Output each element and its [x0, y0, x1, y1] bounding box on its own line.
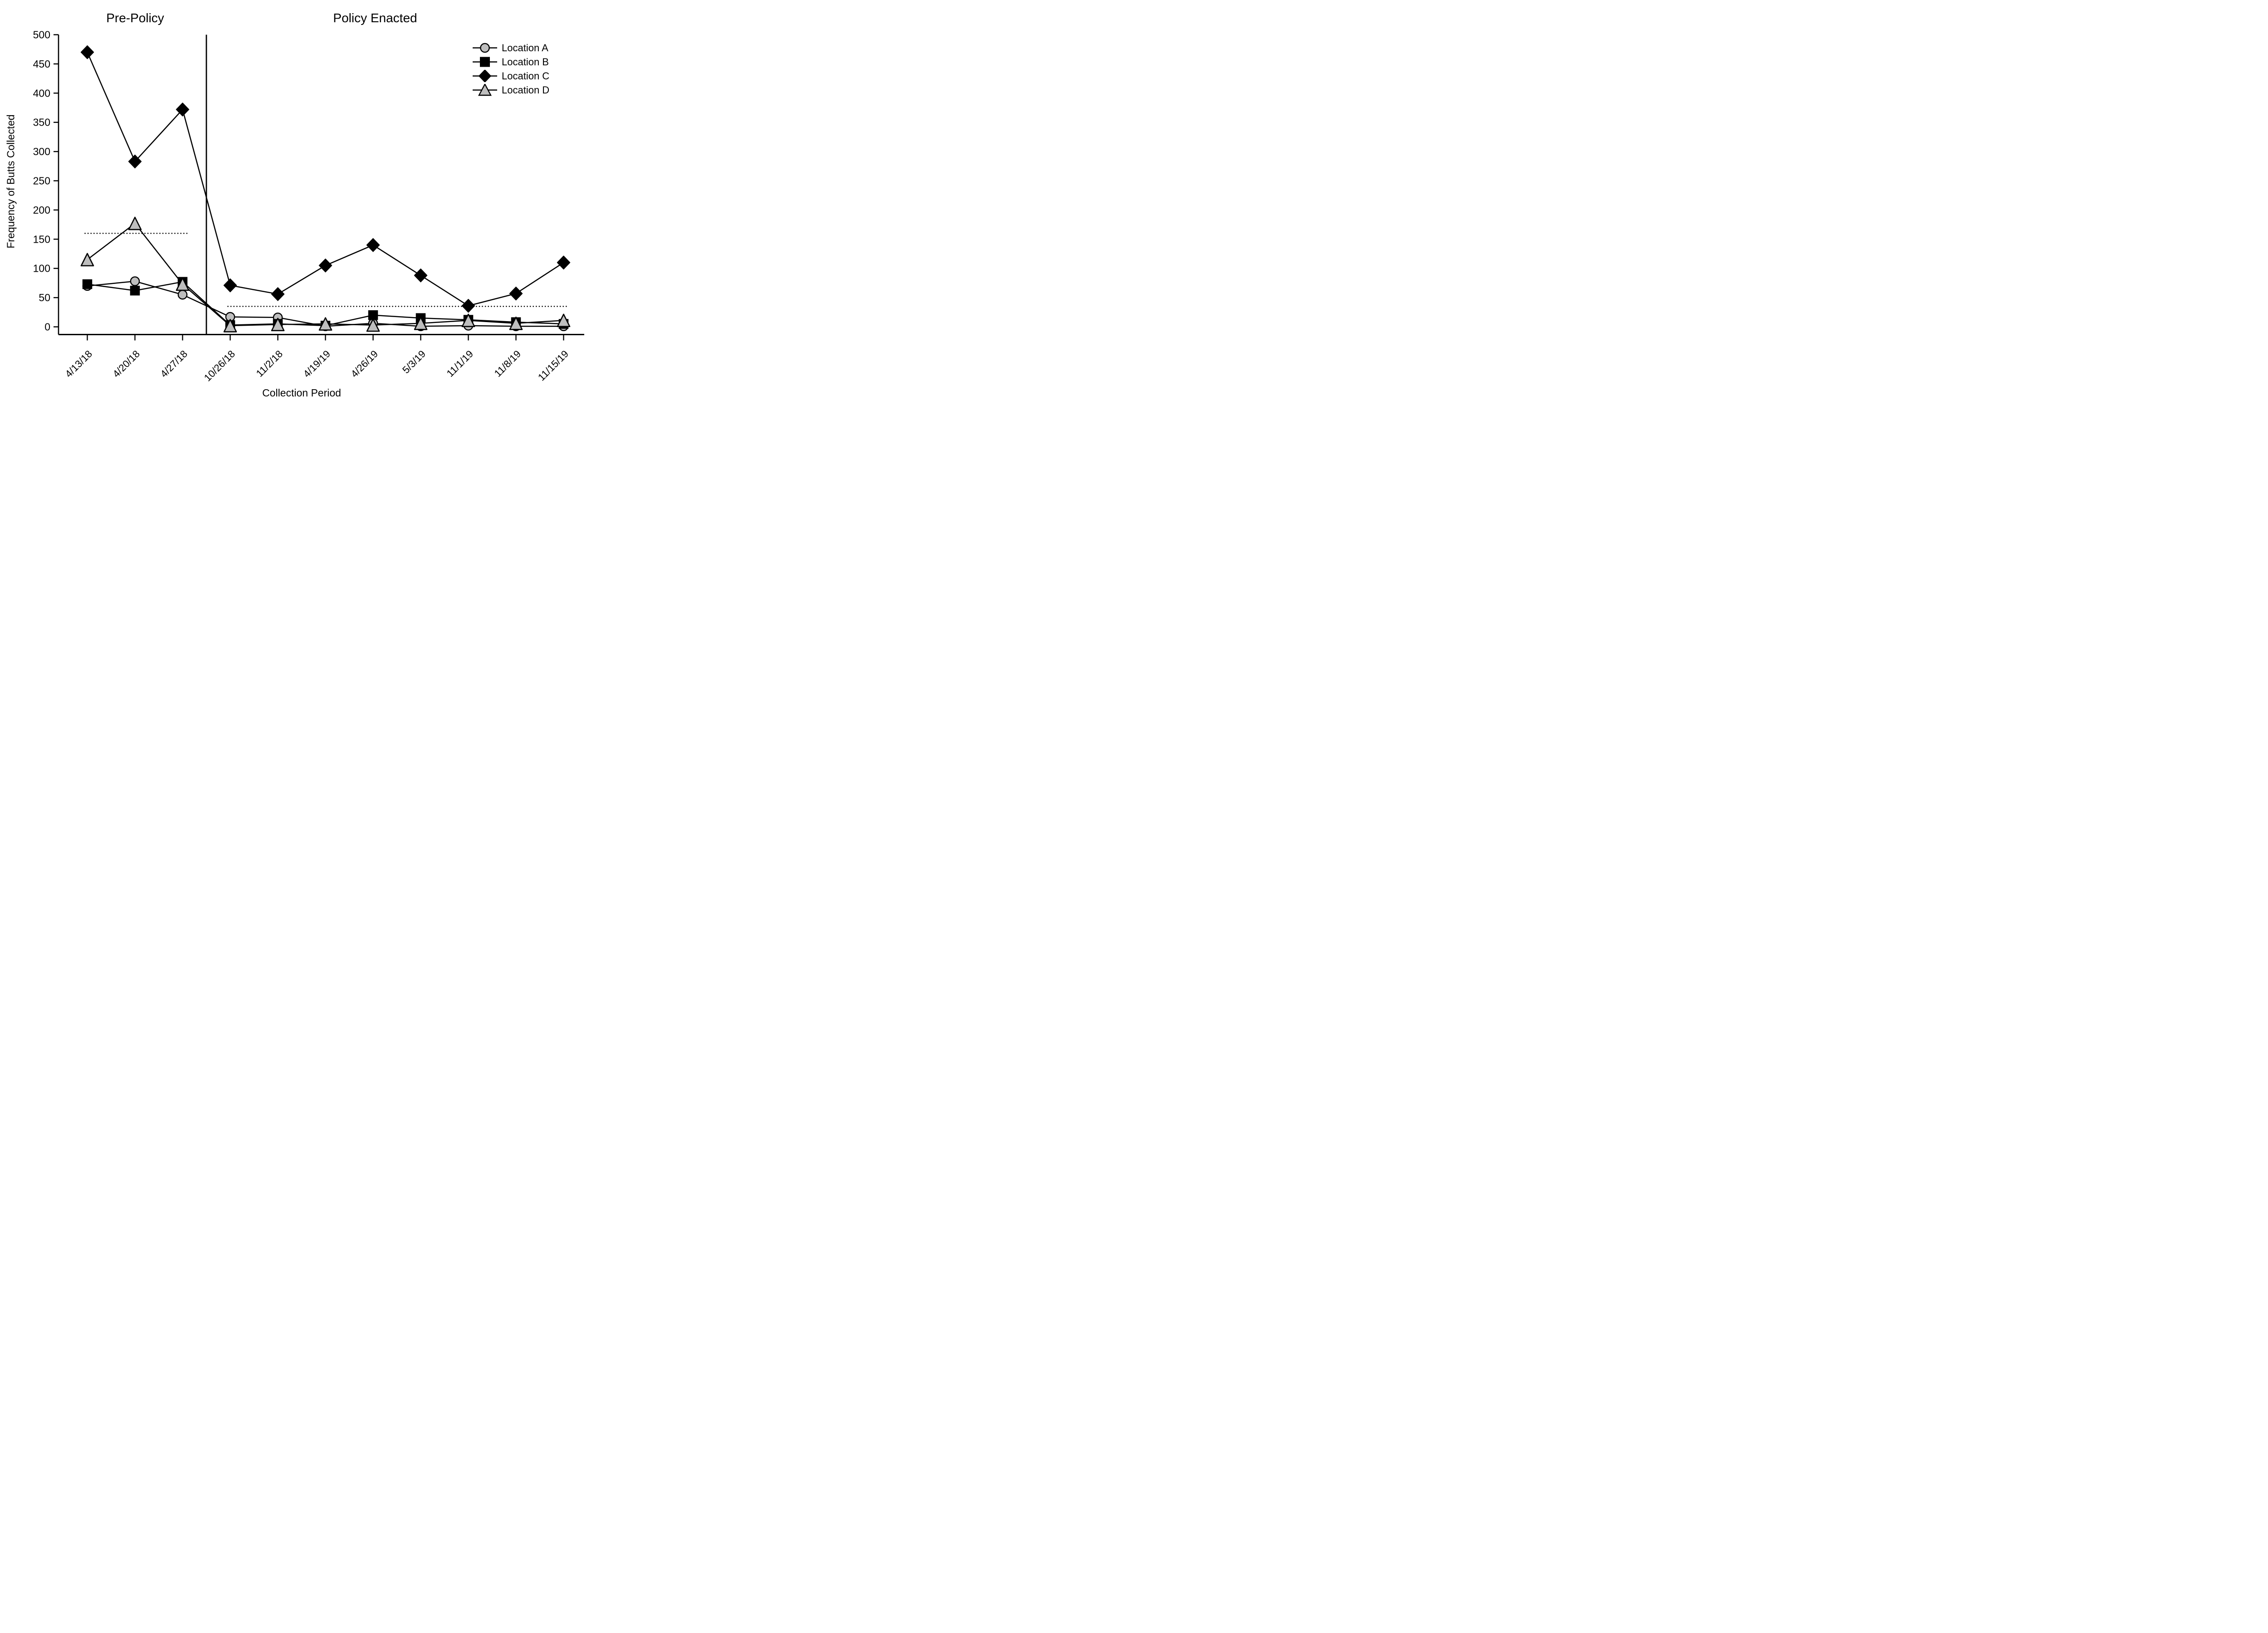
- series-line-location-d: [87, 222, 564, 327]
- y-tick-label: 350: [33, 117, 50, 128]
- legend-item-location-d: Location D: [472, 84, 549, 96]
- x-tick-label: 4/20/18: [110, 348, 142, 380]
- data-point-triangle: [128, 216, 142, 230]
- legend-item-location-c: Location C: [472, 70, 549, 82]
- legend-label: Location D: [502, 84, 550, 96]
- x-tick-label: 4/13/18: [63, 348, 94, 380]
- data-point-triangle: [271, 318, 285, 332]
- data-point-diamond: [366, 238, 380, 252]
- x-tick-label: 11/1/19: [445, 348, 475, 379]
- y-tick-label: 500: [33, 29, 50, 41]
- y-tick-label: 400: [33, 87, 50, 99]
- legend-item-location-a: Location A: [472, 42, 549, 54]
- chart-plot-area: 0 50 100 150 200 250 300 350 400 450 500 4/13/18 4/2…: [33, 29, 584, 384]
- data-point-diamond: [80, 45, 94, 59]
- data-point-triangle: [557, 313, 571, 328]
- data-point-diamond: [557, 255, 571, 270]
- x-tick-label: 4/19/19: [301, 348, 332, 380]
- data-point-triangle: [318, 317, 332, 331]
- data-point-triangle: [176, 277, 190, 291]
- legend-label: Location A: [502, 42, 548, 54]
- data-point-circle: [130, 276, 140, 286]
- y-tick-label: 450: [33, 58, 50, 70]
- data-point-diamond: [271, 287, 285, 301]
- data-point-square: [82, 279, 93, 289]
- data-point-triangle: [366, 318, 380, 332]
- x-tick-label: 4/26/19: [348, 348, 380, 380]
- data-point-diamond: [318, 259, 332, 273]
- legend-marker-triangle-icon: [473, 84, 497, 96]
- y-tick-label: 100: [33, 263, 50, 274]
- x-tick-label: 11/8/19: [492, 348, 523, 379]
- x-tick-label: 5/3/19: [400, 348, 428, 376]
- legend-marker-circle-icon: [473, 43, 497, 53]
- legend-marker-square-icon: [473, 57, 497, 67]
- y-tick-label: 150: [33, 233, 50, 245]
- data-point-triangle: [509, 316, 523, 330]
- x-axis-title: Collection Period: [262, 387, 341, 399]
- x-tick-label: 11/2/18: [254, 348, 285, 379]
- legend: Location A Location B Location C Locatio…: [472, 42, 549, 96]
- figure: Pre-Policy Policy Enacted Frequency of B…: [0, 0, 612, 408]
- y-axis-title: Frequency of Butts Collected: [5, 114, 17, 249]
- panel-title-policy-enacted: Policy Enacted: [333, 11, 417, 25]
- data-point-triangle: [414, 316, 428, 330]
- data-point-diamond: [128, 154, 142, 169]
- y-tick-label: 0: [44, 321, 50, 333]
- data-point-diamond: [414, 268, 428, 283]
- data-point-triangle: [80, 253, 94, 267]
- data-point-diamond: [223, 278, 237, 293]
- y-tick-label: 250: [33, 175, 50, 187]
- y-tick-label: 50: [39, 292, 50, 303]
- y-tick-label: 200: [33, 204, 50, 216]
- data-point-diamond: [509, 286, 523, 301]
- data-point-square: [368, 310, 378, 320]
- data-point-circle: [177, 289, 188, 300]
- x-tick-label: 10/26/18: [202, 348, 237, 383]
- legend-marker-diamond-icon: [473, 70, 497, 82]
- x-tick-label: 4/27/18: [158, 348, 190, 380]
- data-point-square: [130, 285, 140, 296]
- y-tick-label: 300: [33, 146, 50, 157]
- data-point-triangle: [461, 313, 475, 328]
- x-tick-label: 11/15/19: [536, 348, 571, 383]
- panel-title-pre-policy: Pre-Policy: [106, 11, 164, 25]
- data-point-diamond: [176, 103, 190, 117]
- legend-item-location-b: Location B: [472, 56, 549, 68]
- legend-label: Location B: [502, 56, 549, 68]
- legend-label: Location C: [502, 70, 550, 82]
- data-point-triangle: [223, 319, 237, 332]
- data-point-diamond: [461, 298, 475, 313]
